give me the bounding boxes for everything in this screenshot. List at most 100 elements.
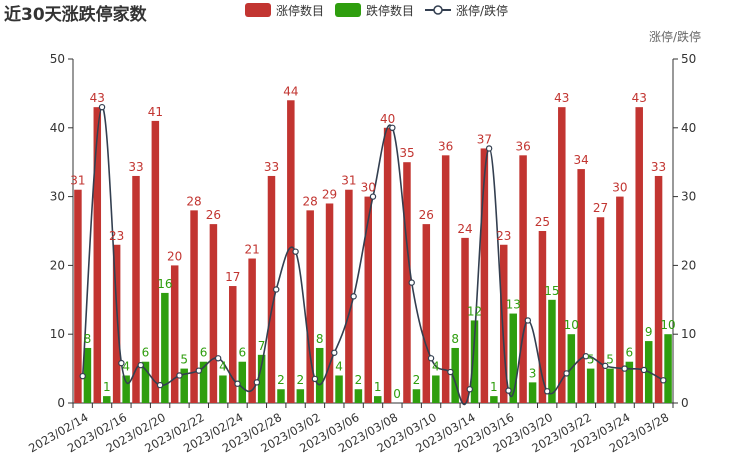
ratio-point[interactable] <box>176 372 183 379</box>
bar-limit-up[interactable] <box>151 120 160 404</box>
bar-limit-up[interactable] <box>538 231 547 403</box>
bar-limit-up[interactable] <box>441 155 450 403</box>
bar-limit-up[interactable] <box>596 217 605 403</box>
ratio-point[interactable] <box>350 293 357 300</box>
bar-limit-up[interactable] <box>577 169 585 403</box>
bar-limit-up[interactable] <box>345 189 353 403</box>
ratio-point[interactable] <box>156 381 164 389</box>
bar-limit-down[interactable] <box>528 382 537 403</box>
ratio-point[interactable] <box>195 367 203 374</box>
ratio-point[interactable] <box>98 103 106 111</box>
bar-limit-down[interactable] <box>315 347 324 403</box>
bar-limit-up[interactable] <box>209 224 218 403</box>
ratio-point[interactable] <box>485 145 493 152</box>
ratio-point[interactable] <box>253 379 261 386</box>
bar-limit-up[interactable] <box>635 107 643 403</box>
bar-limit-down[interactable] <box>103 396 111 403</box>
bar-limit-up[interactable] <box>248 258 256 403</box>
bar-limit-down[interactable] <box>354 389 363 403</box>
bar-limit-down[interactable] <box>412 389 421 403</box>
bar-limit-up[interactable] <box>558 107 566 403</box>
bar-limit-down[interactable] <box>122 375 130 403</box>
bar-limit-down[interactable] <box>470 320 479 403</box>
bar-limit-down[interactable] <box>374 396 382 403</box>
bar-limit-down[interactable] <box>625 361 634 403</box>
ratio-point[interactable] <box>331 349 338 356</box>
bar-limit-down[interactable] <box>199 361 208 403</box>
bar-limit-down[interactable] <box>277 389 285 403</box>
bar-limit-up[interactable] <box>287 100 295 403</box>
bar-limit-up[interactable] <box>93 107 102 403</box>
ratio-point[interactable] <box>118 359 125 367</box>
bar-limit-up[interactable] <box>74 189 82 403</box>
ratio-point[interactable] <box>524 317 532 324</box>
ratio-point[interactable] <box>234 380 241 387</box>
bar-limit-down[interactable] <box>548 299 556 403</box>
bar-limit-up[interactable] <box>190 210 198 403</box>
bar-limit-down[interactable] <box>296 389 305 403</box>
bar-limit-down[interactable] <box>509 313 517 403</box>
bar-limit-up[interactable] <box>364 196 373 403</box>
bar-limit-down[interactable] <box>490 396 498 403</box>
ratio-point[interactable] <box>427 355 435 362</box>
ratio-point[interactable] <box>292 248 299 255</box>
bar-limit-down[interactable] <box>83 347 92 403</box>
bar-limit-up[interactable] <box>403 162 411 403</box>
bar-limit-down[interactable] <box>451 347 459 403</box>
bar-limit-up[interactable] <box>132 175 140 403</box>
bar-limit-down[interactable] <box>586 368 595 403</box>
bar-limit-down[interactable] <box>141 361 150 403</box>
legend-item-limit-down[interactable]: 跌停数目 <box>335 3 414 18</box>
bar-limit-up[interactable] <box>654 175 663 403</box>
ratio-point[interactable] <box>273 286 280 293</box>
legend-item-limit-up[interactable]: 涨停数目 <box>245 3 324 18</box>
bar-limit-up[interactable] <box>325 203 334 403</box>
legend-item-ratio[interactable]: 涨停/跌停 <box>425 3 508 18</box>
bar-limit-down[interactable] <box>606 368 614 403</box>
ratio-point[interactable] <box>543 388 551 395</box>
ratio-point[interactable] <box>466 386 473 393</box>
bar-limit-up[interactable] <box>383 127 392 404</box>
bar-limit-down[interactable] <box>257 354 266 403</box>
label-limit-down: 9 <box>645 325 653 339</box>
ratio-point[interactable] <box>311 375 319 383</box>
legend[interactable]: 涨停数目 跌停数目 涨停/跌停 <box>245 3 508 18</box>
bar-limit-up[interactable] <box>229 286 237 403</box>
ratio-point[interactable] <box>214 355 222 362</box>
bar-limit-up[interactable] <box>616 196 624 403</box>
ratio-point[interactable] <box>505 387 512 394</box>
ratio-point[interactable] <box>602 362 609 370</box>
bar-limit-down[interactable] <box>432 375 440 403</box>
bar-limit-up[interactable] <box>480 148 489 403</box>
bar-limit-up[interactable] <box>499 244 508 403</box>
bar-limit-down[interactable] <box>335 375 343 403</box>
ratio-point[interactable] <box>447 368 454 376</box>
ratio-point[interactable] <box>137 361 144 369</box>
ratio-point[interactable] <box>582 353 590 360</box>
ratio-point[interactable] <box>389 124 396 132</box>
ratio-point[interactable] <box>621 365 628 372</box>
bar-limit-down[interactable] <box>180 368 188 403</box>
bar-limit-up[interactable] <box>267 175 276 403</box>
label-limit-up: 35 <box>399 146 414 160</box>
ratio-point[interactable] <box>79 372 86 380</box>
bar-limit-up[interactable] <box>112 244 121 403</box>
bar-limit-down[interactable] <box>238 361 247 403</box>
ratio-point[interactable] <box>640 366 648 374</box>
bar-limit-up[interactable] <box>170 265 179 403</box>
bar-limit-up[interactable] <box>519 155 527 403</box>
label-limit-down: 5 <box>180 353 188 367</box>
ratio-point[interactable] <box>563 370 570 377</box>
bar-limit-down[interactable] <box>161 292 169 403</box>
bar-limit-up[interactable] <box>306 210 314 403</box>
legend-swatch-limit-down <box>335 3 361 17</box>
bar-limit-down[interactable] <box>664 334 672 403</box>
label-limit-up: 37 <box>477 132 492 146</box>
bar-limit-up[interactable] <box>461 237 469 403</box>
bar-limit-up[interactable] <box>422 224 431 403</box>
ratio-point[interactable] <box>408 279 415 286</box>
ratio-point[interactable] <box>369 193 377 200</box>
bar-limit-down[interactable] <box>219 375 227 403</box>
ratio-point[interactable] <box>660 377 667 384</box>
